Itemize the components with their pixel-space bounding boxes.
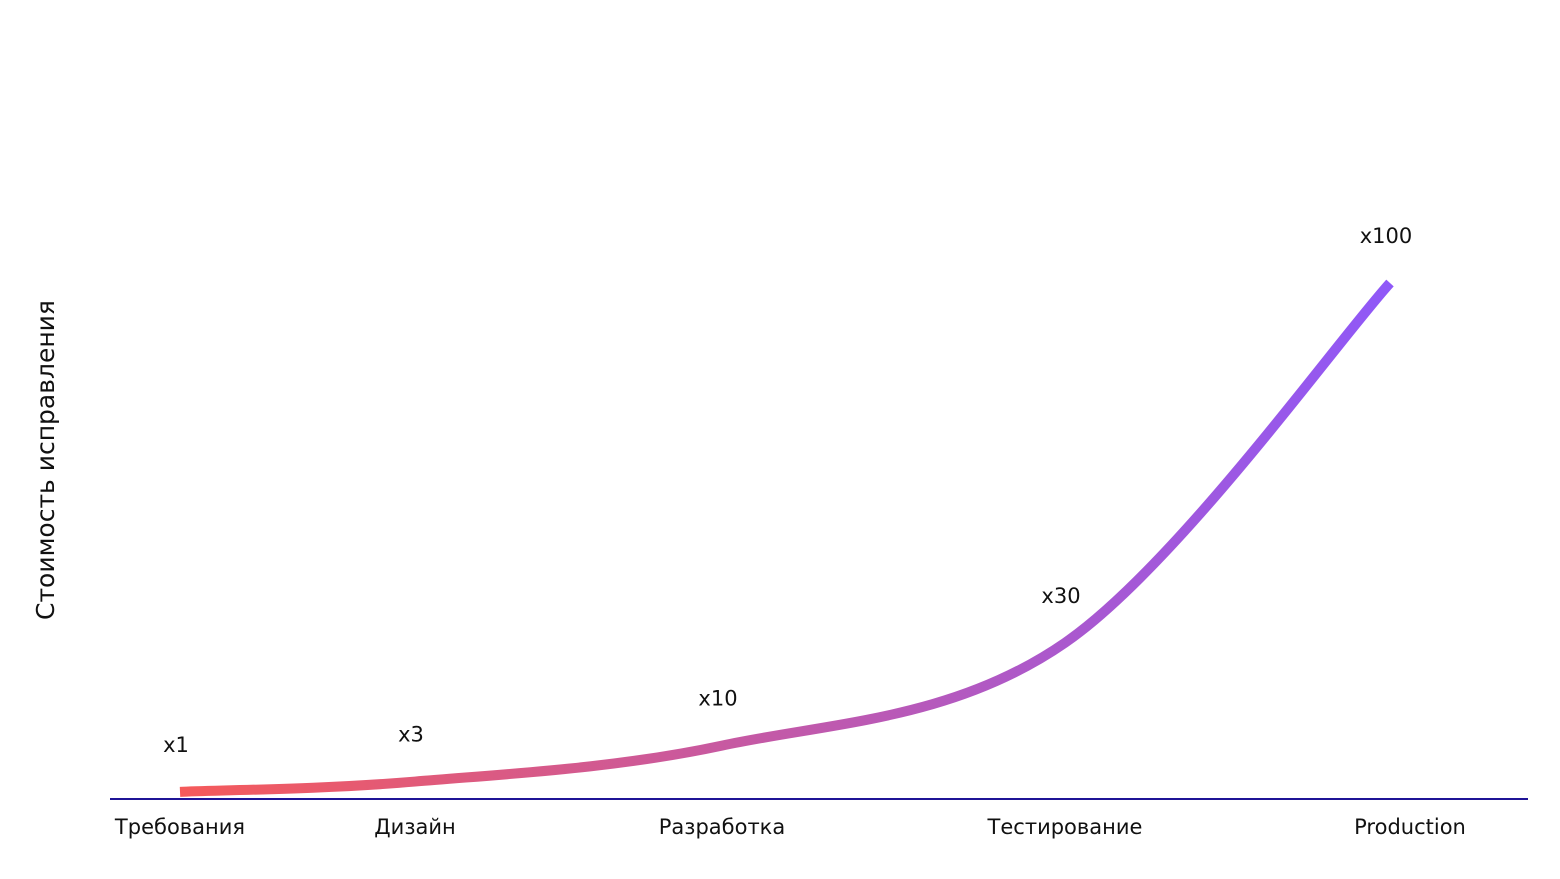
cost-line bbox=[179, 279, 1394, 797]
x-tick-label: Production bbox=[1354, 815, 1466, 839]
value-label: x10 bbox=[698, 687, 737, 711]
x-tick-label: Тестирование bbox=[987, 815, 1143, 839]
value-label: x100 bbox=[1360, 224, 1413, 248]
x-tick-label: Разработка bbox=[659, 815, 785, 839]
y-axis-label: Стоимость исправления bbox=[31, 300, 60, 620]
value-label: x3 bbox=[398, 723, 424, 747]
x-tick-label: Дизайн bbox=[374, 815, 455, 839]
value-label: x1 bbox=[163, 733, 189, 757]
value-label: x30 bbox=[1041, 584, 1080, 608]
x-tick-label: Требования bbox=[114, 815, 245, 839]
